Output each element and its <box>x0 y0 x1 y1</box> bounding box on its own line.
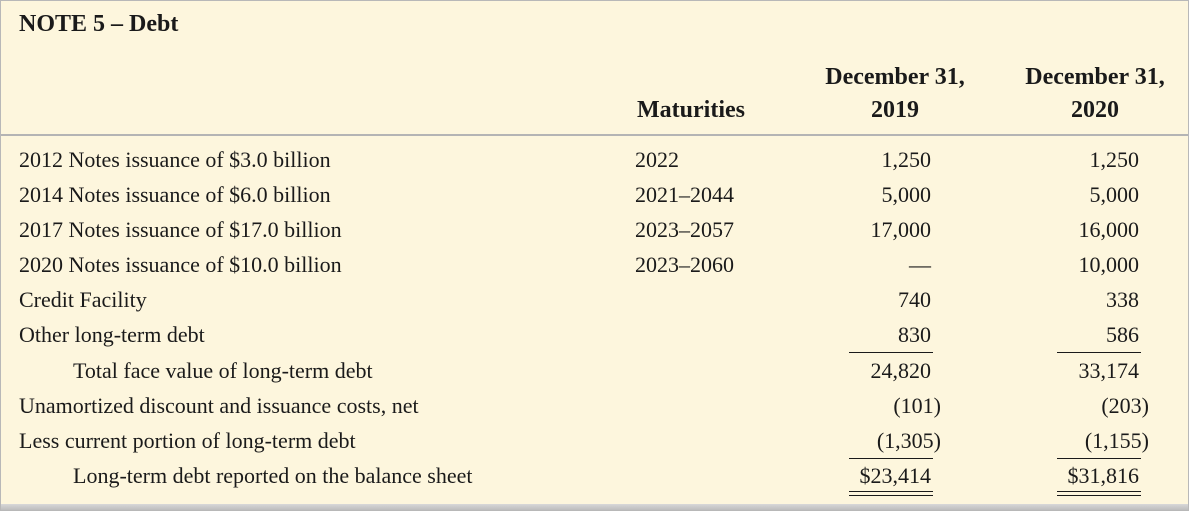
row-value-2020: 338 <box>1106 287 1139 312</box>
row-label: 2017 Notes issuance of $17.0 billion <box>19 217 342 242</box>
table-row: Less current portion of long-term debt (… <box>1 423 1188 458</box>
row-value-2020: 16,000 <box>1078 217 1140 242</box>
row-value-2019: 5,000 <box>881 182 932 207</box>
row-value-2019: 1,250 <box>881 147 932 172</box>
table-row: 2017 Notes issuance of $17.0 billion 202… <box>1 212 1188 247</box>
row-label: Long-term debt reported on the balance s… <box>73 463 473 488</box>
double-rule-2019-top <box>849 491 933 492</box>
double-rule-2020-top <box>1057 491 1141 492</box>
row-value-2019: 17,000 <box>870 217 932 242</box>
header-2019-line2: 2019 <box>871 97 919 123</box>
row-value-2020: (203) <box>1101 393 1149 418</box>
row-label: Less current portion of long-term debt <box>19 428 356 453</box>
row-value-2019: (101) <box>893 393 941 418</box>
row-label: 2020 Notes issuance of $10.0 billion <box>19 252 342 277</box>
row-label: Credit Facility <box>19 287 147 312</box>
table-row: Total face value of long-term debt 24,82… <box>1 353 1188 388</box>
row-label: Unamortized discount and issuance costs,… <box>19 393 419 418</box>
row-value-2020: 10,000 <box>1078 252 1140 277</box>
total-rule-2020 <box>1057 458 1141 459</box>
row-maturity: 2023–2060 <box>635 252 734 277</box>
row-value-2020: 1,250 <box>1089 147 1140 172</box>
row-value-2020: 33,174 <box>1078 358 1140 383</box>
row-value-2019: 830 <box>898 322 931 347</box>
table-row: 2012 Notes issuance of $3.0 billion 2022… <box>1 142 1188 177</box>
header-2019-line1: December 31, <box>825 64 965 90</box>
table-row: Credit Facility 740 338 <box>1 282 1188 317</box>
table-row: 2020 Notes issuance of $10.0 billion 202… <box>1 247 1188 282</box>
row-maturity: 2021–2044 <box>635 182 734 207</box>
row-value-2019: — <box>909 252 931 277</box>
row-label: Total face value of long-term debt <box>73 358 373 383</box>
header-2020-line2: 2020 <box>1071 97 1119 123</box>
double-rule-2019-bottom <box>849 495 933 496</box>
row-value-2020: $31,816 <box>1067 463 1140 488</box>
note-title: NOTE 5 – Debt <box>19 11 179 37</box>
double-rule-2020-bottom <box>1057 495 1141 496</box>
subtotal-rule-2019 <box>849 352 933 353</box>
table-row: Long-term debt reported on the balance s… <box>1 458 1188 493</box>
row-label: 2012 Notes issuance of $3.0 billion <box>19 147 331 172</box>
header-divider <box>1 134 1188 136</box>
row-maturity: 2023–2057 <box>635 217 734 242</box>
subtotal-rule-2020 <box>1057 352 1141 353</box>
total-rule-2019 <box>849 458 933 459</box>
row-value-2020: 5,000 <box>1089 182 1140 207</box>
row-maturity: 2022 <box>635 147 679 172</box>
table-row: Unamortized discount and issuance costs,… <box>1 388 1188 423</box>
header-december-2020: December 31, 2020 <box>1001 61 1188 127</box>
row-label: 2014 Notes issuance of $6.0 billion <box>19 182 331 207</box>
row-value-2019: 24,820 <box>870 358 932 383</box>
header-maturities: Maturities <box>637 97 745 123</box>
header-2020-line1: December 31, <box>1025 64 1165 90</box>
row-value-2019: 740 <box>898 287 931 312</box>
panel-bottom-edge <box>1 504 1188 510</box>
row-value-2020: (1,155) <box>1084 428 1149 453</box>
header-december-2019: December 31, 2019 <box>801 61 989 127</box>
row-value-2019: (1,305) <box>876 428 941 453</box>
row-label: Other long-term debt <box>19 322 205 347</box>
row-value-2020: 586 <box>1106 322 1139 347</box>
table-row: 2014 Notes issuance of $6.0 billion 2021… <box>1 177 1188 212</box>
table-row: Other long-term debt 830 586 <box>1 317 1188 352</box>
row-value-2019: $23,414 <box>859 463 932 488</box>
